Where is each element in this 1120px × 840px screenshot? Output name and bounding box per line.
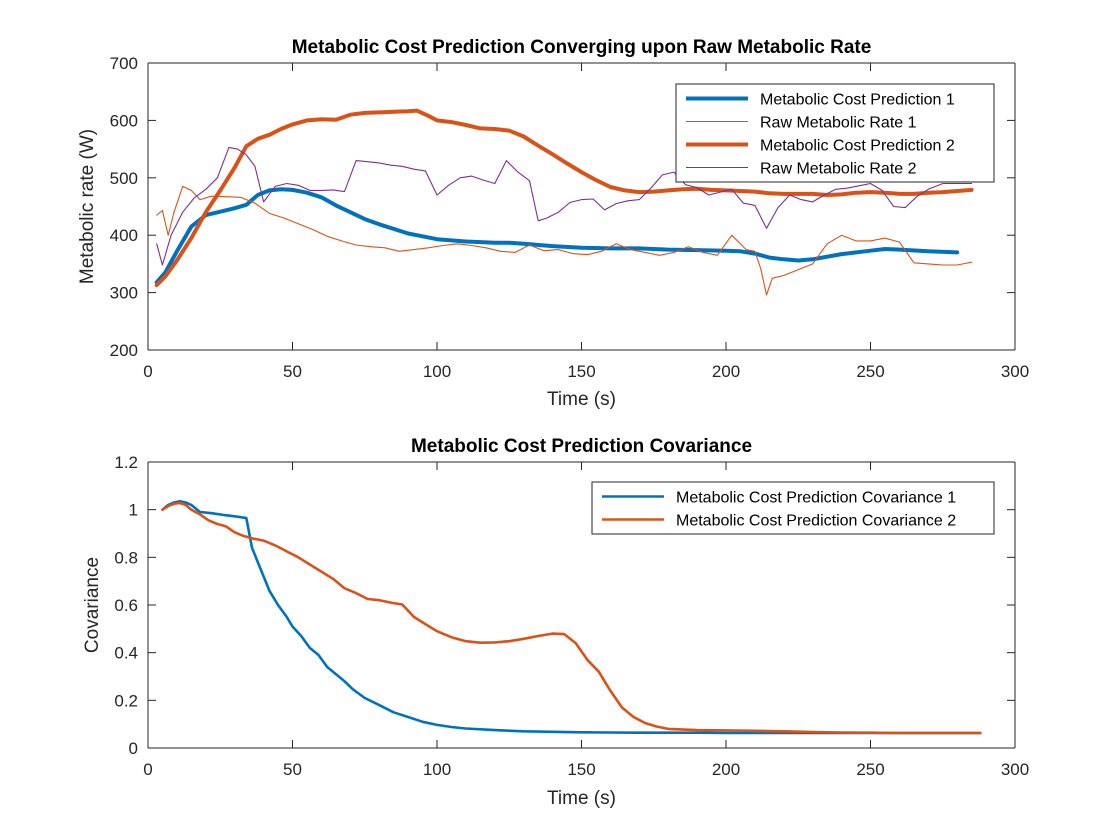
y-tick-label: 600 [110, 111, 138, 130]
x-tick-label: 150 [567, 362, 595, 381]
x-tick-label: 100 [423, 760, 451, 779]
y-tick-label: 200 [110, 341, 138, 360]
chart-title: Metabolic Cost Prediction Converging upo… [292, 37, 872, 58]
series-line-3 [154, 108, 974, 288]
x-tick-label: 200 [712, 760, 740, 779]
x-tick-label: 0 [143, 362, 152, 381]
legend-entry-2: Metabolic Cost Prediction Covariance 2 [676, 513, 956, 530]
chart-title: Metabolic Cost Prediction Covariance [411, 436, 752, 457]
series-line-2 [161, 501, 982, 735]
series-line-4 [156, 146, 973, 266]
chart-covariance: 0 50 100 150 200 250 300 0 0.2 0.4 0.6 0.8 1 1.2 Metab… [82, 436, 1029, 809]
y-tick-label: 0.2 [114, 691, 138, 710]
x-tick-label: 100 [423, 362, 451, 381]
legend: Metabolic Cost Prediction 1 Raw Metabolic… [675, 83, 995, 183]
series-line-1 [161, 499, 982, 735]
x-tick-label: 250 [856, 362, 884, 381]
x-tick-label: 50 [283, 760, 302, 779]
series-line-2 [156, 185, 973, 296]
y-tick-label: 0.4 [114, 644, 138, 663]
y-axis-label: Metabolic rate (W) [77, 129, 98, 284]
y-tick-label: 0 [129, 739, 138, 758]
x-tick-label: 200 [712, 362, 740, 381]
legend-entry-4: Raw Metabolic Rate 2 [760, 161, 917, 178]
y-tick-label: 400 [110, 226, 138, 245]
legend-box [591, 481, 995, 535]
x-axis-label: Time (s) [547, 389, 616, 410]
x-axis-label: Time (s) [547, 788, 616, 809]
x-tick-label: 250 [856, 760, 884, 779]
y-tick-label: 0.6 [114, 596, 138, 615]
x-tick-label: 150 [567, 760, 595, 779]
y-tick-label: 700 [110, 54, 138, 73]
x-tick-label: 300 [1001, 760, 1029, 779]
legend-entry-1: Metabolic Cost Prediction 1 [760, 92, 955, 109]
legend-entry-2: Raw Metabolic Rate 1 [760, 115, 917, 132]
chart-metabolic-rate: 0 50 100 150 200 250 300 200 300 400 500 600 700 Meta… [77, 37, 1029, 410]
y-tick-label: 1.2 [114, 453, 138, 472]
x-tick-label: 0 [143, 760, 152, 779]
y-tick-label: 1 [129, 501, 138, 520]
y-tick-label: 500 [110, 169, 138, 188]
y-tick-label: 0.8 [114, 548, 138, 567]
y-tick-label: 300 [110, 284, 138, 303]
legend-entry-1: Metabolic Cost Prediction Covariance 1 [676, 490, 956, 507]
y-axis-label: Covariance [82, 557, 103, 653]
legend: Metabolic Cost Prediction Covariance 1 Me… [591, 481, 995, 535]
x-tick-label: 50 [283, 362, 302, 381]
x-tick-label: 300 [1001, 362, 1029, 381]
legend-entry-3: Metabolic Cost Prediction 2 [760, 138, 955, 155]
